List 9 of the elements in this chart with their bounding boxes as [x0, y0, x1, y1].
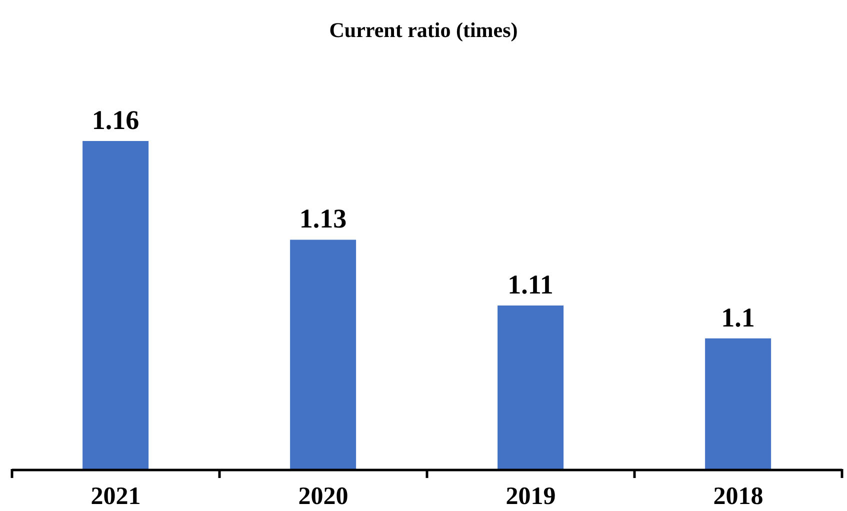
data-label: 1.1: [721, 302, 755, 332]
x-tick-label: 2021: [90, 482, 141, 510]
data-label: 1.11: [508, 270, 554, 300]
data-label: 1.16: [92, 105, 140, 135]
x-tick-label: 2019: [506, 482, 556, 510]
x-tick-label: 2018: [713, 482, 764, 510]
x-tick-label: 2020: [298, 482, 348, 510]
chart-title: Current ratio (times): [328, 16, 519, 44]
data-label: 1.13: [299, 204, 347, 234]
